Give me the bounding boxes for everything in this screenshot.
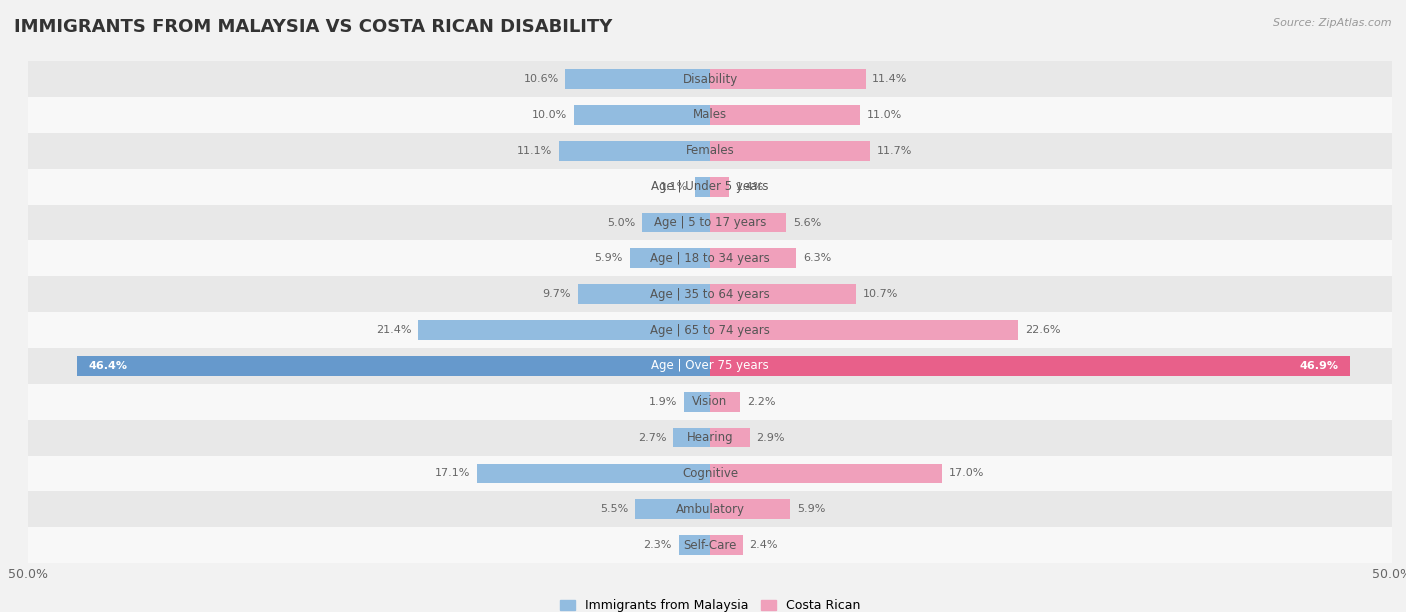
Text: 17.0%: 17.0%	[949, 468, 984, 479]
Bar	[710, 428, 749, 447]
Text: 2.2%: 2.2%	[747, 397, 775, 407]
Bar	[679, 536, 710, 555]
Text: Age | Over 75 years: Age | Over 75 years	[651, 359, 769, 372]
Bar	[710, 69, 866, 89]
Text: IMMIGRANTS FROM MALAYSIA VS COSTA RICAN DISABILITY: IMMIGRANTS FROM MALAYSIA VS COSTA RICAN …	[14, 18, 613, 36]
Bar	[28, 133, 1392, 169]
Text: 22.6%: 22.6%	[1025, 325, 1060, 335]
Bar	[28, 169, 1392, 204]
Bar	[565, 69, 710, 89]
Text: Age | 18 to 34 years: Age | 18 to 34 years	[650, 252, 770, 265]
Text: 1.9%: 1.9%	[650, 397, 678, 407]
Bar	[673, 428, 710, 447]
Text: Source: ZipAtlas.com: Source: ZipAtlas.com	[1274, 18, 1392, 28]
Text: 2.3%: 2.3%	[644, 540, 672, 550]
Text: 5.0%: 5.0%	[607, 217, 636, 228]
Text: Self-Care: Self-Care	[683, 539, 737, 551]
Bar	[685, 392, 710, 412]
Bar	[28, 491, 1392, 527]
Text: 46.9%: 46.9%	[1299, 361, 1339, 371]
Bar	[28, 97, 1392, 133]
Text: Males: Males	[693, 108, 727, 121]
Bar	[710, 248, 796, 268]
Text: 11.0%: 11.0%	[868, 110, 903, 120]
Text: 5.5%: 5.5%	[600, 504, 628, 514]
Bar	[77, 356, 710, 376]
Text: 1.4%: 1.4%	[735, 182, 765, 192]
Bar	[574, 105, 710, 125]
Text: 5.9%: 5.9%	[797, 504, 825, 514]
Bar	[477, 463, 710, 483]
Text: 5.6%: 5.6%	[793, 217, 821, 228]
Bar	[643, 212, 710, 233]
Bar	[28, 61, 1392, 97]
Bar	[28, 455, 1392, 491]
Text: 11.7%: 11.7%	[876, 146, 912, 156]
Bar	[418, 320, 710, 340]
Text: 9.7%: 9.7%	[543, 289, 571, 299]
Bar	[695, 177, 710, 196]
Bar	[636, 499, 710, 519]
Text: 10.7%: 10.7%	[863, 289, 898, 299]
Bar	[710, 141, 869, 161]
Text: 21.4%: 21.4%	[375, 325, 412, 335]
Text: Hearing: Hearing	[686, 431, 734, 444]
Bar	[28, 276, 1392, 312]
Text: Age | Under 5 years: Age | Under 5 years	[651, 180, 769, 193]
Text: 11.4%: 11.4%	[872, 74, 908, 84]
Bar	[710, 285, 856, 304]
Bar	[710, 212, 786, 233]
Bar	[710, 392, 740, 412]
Text: 46.4%: 46.4%	[89, 361, 127, 371]
Bar	[630, 248, 710, 268]
Bar	[710, 536, 742, 555]
Bar	[28, 384, 1392, 420]
Bar	[710, 499, 790, 519]
Bar	[28, 348, 1392, 384]
Bar	[558, 141, 710, 161]
Text: 11.1%: 11.1%	[516, 146, 551, 156]
Text: 6.3%: 6.3%	[803, 253, 831, 263]
Bar	[28, 420, 1392, 455]
Bar	[710, 177, 730, 196]
Text: 2.7%: 2.7%	[638, 433, 666, 442]
Bar	[710, 463, 942, 483]
Bar	[28, 527, 1392, 563]
Text: Vision: Vision	[692, 395, 728, 408]
Bar	[28, 241, 1392, 276]
Text: Age | 5 to 17 years: Age | 5 to 17 years	[654, 216, 766, 229]
Bar	[710, 105, 860, 125]
Bar	[28, 204, 1392, 241]
Text: Age | 35 to 64 years: Age | 35 to 64 years	[650, 288, 770, 300]
Legend: Immigrants from Malaysia, Costa Rican: Immigrants from Malaysia, Costa Rican	[555, 594, 865, 612]
Text: Disability: Disability	[682, 73, 738, 86]
Text: Females: Females	[686, 144, 734, 157]
Text: 5.9%: 5.9%	[595, 253, 623, 263]
Text: Age | 65 to 74 years: Age | 65 to 74 years	[650, 324, 770, 337]
Text: Ambulatory: Ambulatory	[675, 503, 745, 516]
Text: 2.4%: 2.4%	[749, 540, 778, 550]
Text: 10.0%: 10.0%	[531, 110, 567, 120]
Bar	[28, 312, 1392, 348]
Bar	[710, 356, 1350, 376]
Text: 2.9%: 2.9%	[756, 433, 785, 442]
Text: 10.6%: 10.6%	[523, 74, 558, 84]
Bar	[578, 285, 710, 304]
Text: Cognitive: Cognitive	[682, 467, 738, 480]
Text: 17.1%: 17.1%	[434, 468, 470, 479]
Text: 1.1%: 1.1%	[659, 182, 688, 192]
Bar	[710, 320, 1018, 340]
